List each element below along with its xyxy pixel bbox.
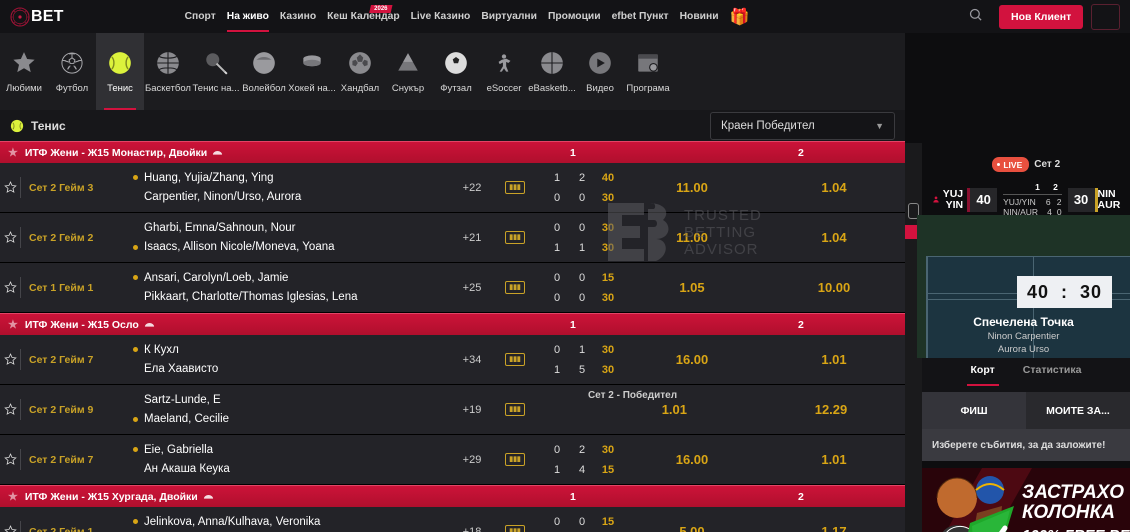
svg-text:КОЛОНКА: КОЛОНКА: [1022, 502, 1115, 523]
svg-text:100% FREE BET: 100% FREE BET: [1022, 527, 1130, 532]
svg-text:ЗАСТРАХО: ЗАСТРАХО: [1022, 482, 1124, 503]
